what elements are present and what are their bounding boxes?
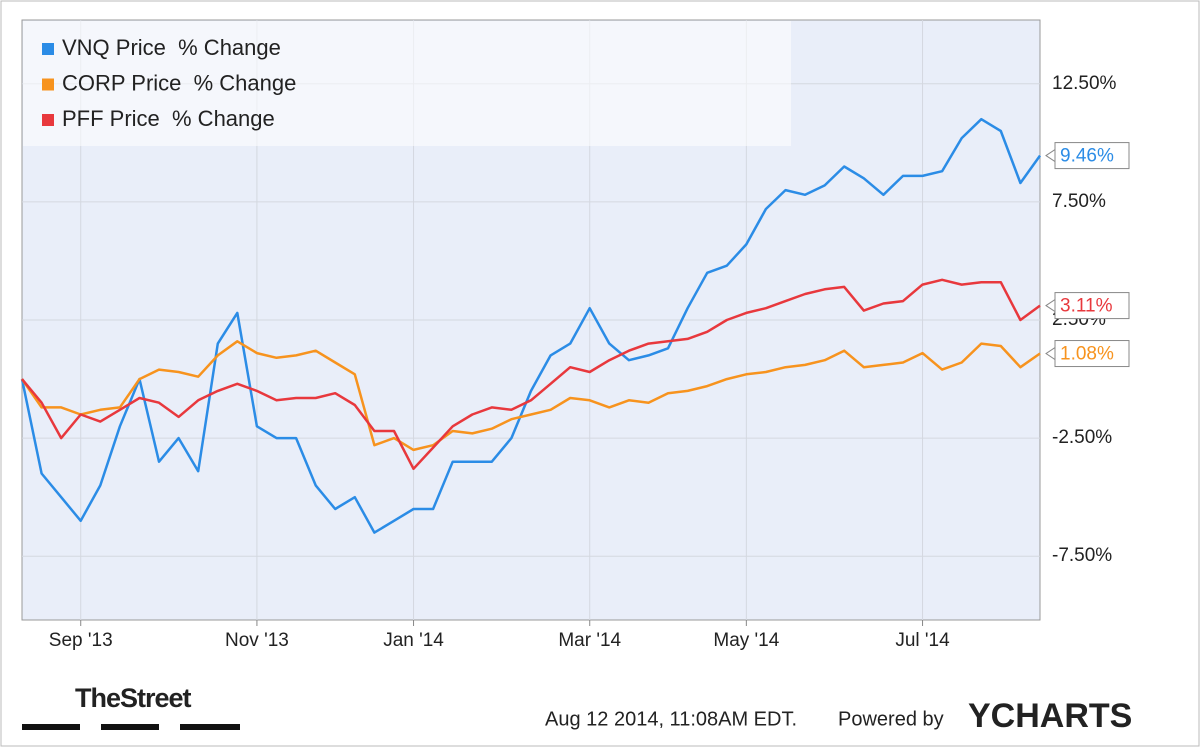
logo: YCHARTS [968, 697, 1132, 735]
end-label-box [1054, 142, 1130, 170]
series-line [20, 340, 1041, 452]
legend-swatch [42, 78, 54, 91]
x-tick-label: May '14 [713, 630, 779, 651]
end-label: 3.11% [1060, 296, 1113, 317]
series-line [21, 278, 1041, 471]
legend-label: CORP Price % Change [62, 70, 296, 95]
logo-bar [180, 724, 240, 730]
end-label-box [1054, 340, 1130, 368]
x-tick-label: Nov '13 [225, 630, 289, 651]
legend-box [23, 21, 791, 146]
x-tick-label: Jul '14 [895, 630, 950, 651]
publisher: TheStreet [75, 683, 192, 713]
end-label: 1.08% [1060, 344, 1114, 365]
x-tick-label: Sep '13 [49, 630, 113, 651]
logo-bar [101, 724, 159, 730]
x-tick-label: Jan '14 [383, 630, 444, 651]
legend-label: VNQ Price % Change [62, 35, 281, 60]
y-tick-label: 7.50% [1052, 191, 1106, 212]
series-line [20, 117, 1042, 534]
end-label: 9.46% [1060, 146, 1114, 167]
end-label-box [1054, 292, 1130, 320]
legend-swatch [42, 114, 54, 126]
timestamp: Aug 12 2014, 11:08AM EDT. [545, 708, 797, 730]
y-tick-label: -2.50% [1052, 427, 1112, 448]
legend-label: PFF Price % Change [62, 106, 275, 131]
powered-by: Powered by [838, 708, 944, 730]
logo-bar [22, 724, 80, 730]
x-tick-label: Mar '14 [558, 630, 621, 651]
legend-swatch [42, 43, 54, 55]
y-tick-label: 12.50% [1052, 73, 1117, 94]
y-tick-label: -7.50% [1052, 545, 1112, 566]
